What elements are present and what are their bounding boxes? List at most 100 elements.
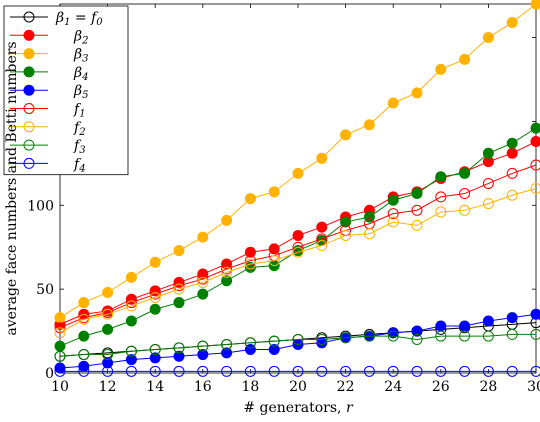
- data-point: [530, 122, 540, 134]
- data-point: [411, 188, 423, 200]
- x-tick-label: 14: [146, 379, 164, 395]
- data-point: [125, 271, 137, 283]
- data-point: [292, 333, 304, 345]
- legend-marker: [23, 139, 35, 151]
- data-point: [102, 286, 114, 298]
- data-point: [411, 365, 423, 377]
- legend-entry: β2: [10, 28, 88, 46]
- legend-entry: f3: [10, 138, 86, 156]
- data-point: [363, 228, 375, 240]
- data-point: [530, 136, 540, 148]
- data-point: [173, 245, 185, 257]
- data-point: [435, 330, 447, 342]
- x-tick-label: 22: [337, 379, 355, 395]
- data-point: [78, 313, 90, 325]
- x-tick-label: 10: [51, 379, 69, 395]
- data-point: [54, 327, 66, 339]
- data-point: [316, 365, 328, 377]
- data-point: [316, 333, 328, 345]
- data-point: [197, 276, 209, 288]
- data-point: [244, 258, 256, 270]
- data-point: [221, 275, 233, 287]
- y-tick-label: 100: [27, 198, 54, 214]
- legend-label: f2: [73, 120, 86, 138]
- data-point: [435, 171, 447, 183]
- data-point: [244, 365, 256, 377]
- data-point: [363, 119, 375, 131]
- data-point: [221, 263, 233, 275]
- data-point: [530, 328, 540, 340]
- series-line: [59, 3, 537, 319]
- data-point: [482, 365, 494, 377]
- data-point: [506, 16, 518, 28]
- data-point: [459, 167, 471, 179]
- data-point: [530, 308, 540, 320]
- data-point: [482, 330, 494, 342]
- data-point: [482, 198, 494, 210]
- data-point: [459, 188, 471, 200]
- data-point: [102, 349, 114, 361]
- data-point: [149, 303, 161, 315]
- data-point: [197, 231, 209, 243]
- legend-entry: β4: [10, 65, 88, 83]
- data-point: [387, 327, 399, 339]
- data-point: [435, 191, 447, 203]
- legend-label: f1: [73, 102, 86, 120]
- data-point: [197, 365, 209, 377]
- data-point: [221, 266, 233, 278]
- data-point: [221, 347, 233, 359]
- data-point: [387, 365, 399, 377]
- data-point: [506, 137, 518, 149]
- legend-label: f3: [73, 138, 86, 156]
- data-point: [387, 194, 399, 206]
- data-point: [530, 0, 540, 10]
- data-point: [125, 365, 137, 377]
- data-point: [459, 53, 471, 65]
- legend-entry: β1 = f0: [10, 10, 103, 28]
- data-point: [340, 229, 352, 241]
- legend-marker: [23, 84, 35, 96]
- data-point: [173, 365, 185, 377]
- axes-frame-layer: 1012141618202224262830050100150200: [27, 3, 540, 395]
- data-point: [482, 177, 494, 189]
- data-point: [54, 312, 66, 324]
- legend-marker: [23, 66, 35, 78]
- data-point: [387, 216, 399, 228]
- data-point: [197, 273, 209, 285]
- data-point: [435, 206, 447, 218]
- data-point: [363, 365, 375, 377]
- series-3: [54, 0, 540, 324]
- data-point: [530, 159, 540, 171]
- data-point: [221, 365, 233, 377]
- data-point: [340, 365, 352, 377]
- data-point: [244, 246, 256, 258]
- data-point: [411, 333, 423, 345]
- x-tick-label: 24: [384, 379, 402, 395]
- data-point: [125, 297, 137, 309]
- data-point: [506, 189, 518, 201]
- data-point: [530, 365, 540, 377]
- data-point: [292, 246, 304, 258]
- series-7: [54, 183, 540, 339]
- data-point: [244, 255, 256, 267]
- legend-marker: [23, 103, 35, 114]
- data-point: [530, 183, 540, 194]
- data-point: [316, 233, 328, 245]
- data-point: [54, 350, 66, 362]
- data-point: [268, 186, 280, 198]
- legend-label: β4: [73, 65, 88, 83]
- x-tick-label: 16: [194, 379, 212, 395]
- data-point: [435, 320, 447, 332]
- data-point: [173, 280, 185, 292]
- legend-label: β5: [73, 83, 88, 101]
- data-point: [102, 323, 114, 335]
- data-point: [482, 147, 494, 159]
- data-point: [173, 297, 185, 309]
- data-point: [459, 330, 471, 342]
- data-point: [316, 152, 328, 164]
- data-point: [54, 362, 66, 374]
- legend-entry: β5: [10, 83, 88, 101]
- x-tick-label: 20: [289, 379, 307, 395]
- legend-marker: [23, 157, 35, 169]
